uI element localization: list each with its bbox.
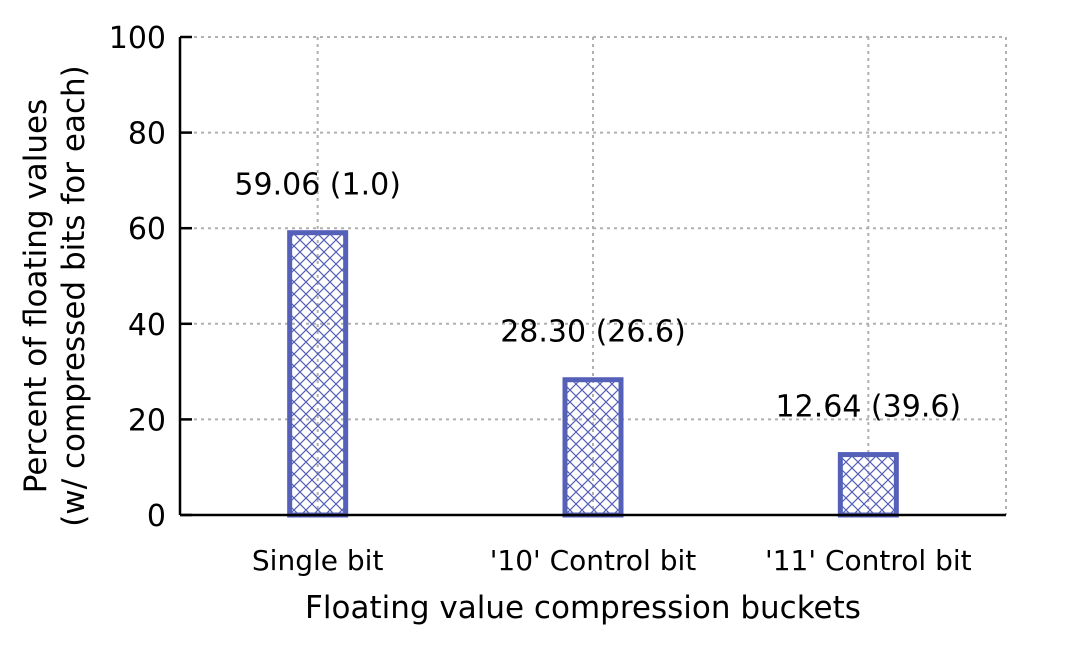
y-tick-label-60: 60: [128, 212, 166, 247]
data-label-2: 12.64 (39.6): [776, 390, 962, 425]
y-tick-label-20: 20: [128, 403, 166, 438]
labels: 59.06 (1.0) 28.30 (26.6) 12.64 (39.6) 0 20 40…: [18, 21, 972, 626]
y-tick-label-80: 80: [128, 117, 166, 152]
y-axis-title-line-0: Percent of floating values: [18, 99, 54, 494]
grid-lines: [180, 36, 1007, 515]
y-tick-label-0: 0: [147, 499, 166, 534]
y-tick-label-40: 40: [128, 308, 166, 343]
y-tick-label-100: 100: [109, 21, 166, 56]
x-tick-label-0: Single bit: [252, 544, 384, 577]
bar-0: [287, 230, 349, 518]
x-axis-title: Floating value compression buckets: [305, 590, 861, 626]
bar-2: [837, 452, 899, 518]
x-tick-label-2: '11' Control bit: [765, 544, 972, 577]
data-label-1: 28.30 (26.6): [500, 315, 686, 350]
y-axis-title-line-1: (w/ compressed bits for each): [56, 65, 92, 526]
bar-1: [562, 377, 624, 518]
axes: [178, 35, 1006, 517]
data-label-0: 59.06 (1.0): [234, 168, 401, 203]
x-tick-label-1: '10' Control bit: [490, 544, 697, 577]
